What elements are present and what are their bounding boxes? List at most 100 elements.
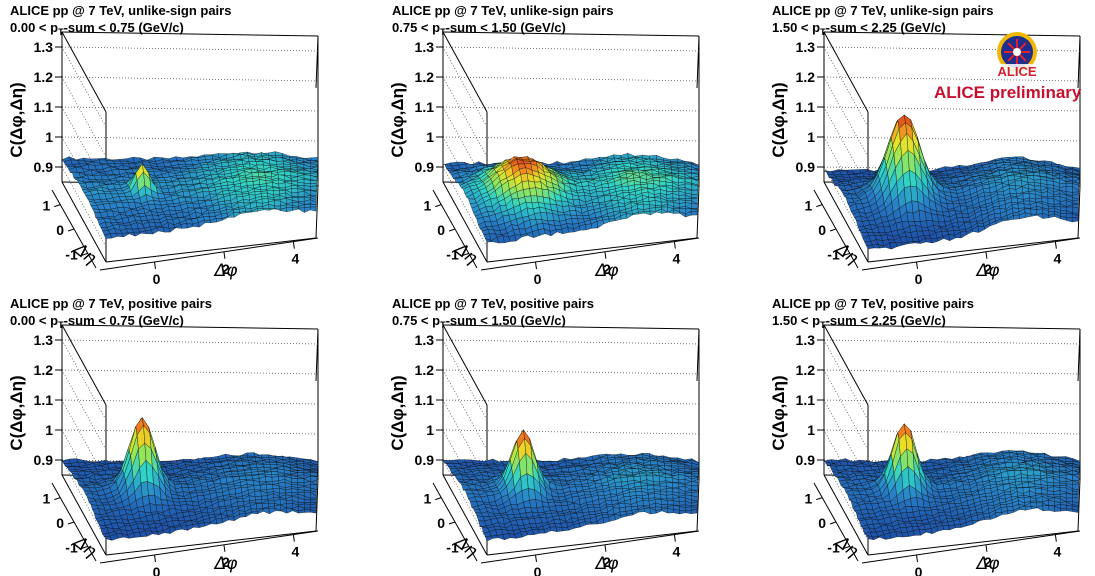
eta-tick-label: -1	[827, 539, 840, 555]
phi-axis-label: Δφ	[975, 554, 1001, 574]
phi-axis: 0 2 4 Δφ	[480, 237, 700, 287]
phi-tick-label: 0	[915, 271, 923, 287]
eta-tick-label: 1	[42, 198, 50, 214]
panel-subtitle: 0.75 < pT-sum < 1.50 (GeV/c)	[392, 313, 566, 330]
panel-title: ALICE pp @ 7 TeV, unlike-sign pairs	[10, 3, 231, 18]
z-tick-label: 1	[426, 422, 434, 438]
phi-tick-label: 2	[984, 261, 992, 277]
panel-title: ALICE pp @ 7 TeV, unlike-sign pairs	[772, 3, 993, 18]
eta-tick-label: 1	[423, 198, 431, 214]
z-tick-label: 0.9	[796, 159, 816, 175]
phi-tick-label: 0	[153, 271, 161, 287]
panel-2: ALICE pp @ 7 TeV, unlike-sign pairs 0.75…	[388, 3, 700, 287]
z-tick-label: 1	[807, 422, 815, 438]
phi-axis: 0 2 4 Δφ	[861, 237, 1081, 287]
phi-tick-label: 2	[222, 261, 230, 277]
z-axis-label: C(Δφ,Δη)	[388, 82, 407, 157]
z-tick-label: 1.2	[34, 362, 54, 378]
panel-6: ALICE pp @ 7 TeV, positive pairs 1.50 < …	[769, 296, 1081, 576]
surface-mesh	[442, 429, 700, 542]
z-axis: 0.9 1 1.1 1.2 1.3 C(Δφ,Δη)	[388, 32, 444, 182]
eta-tick-label: -1	[446, 246, 459, 262]
phi-axis: 0 2 4 Δφ	[99, 530, 319, 576]
phi-axis-label: Δφ	[975, 261, 1001, 281]
phi-tick-label: 4	[1053, 251, 1061, 267]
z-tick-label: 1.3	[415, 332, 435, 348]
z-tick-label: 1	[807, 129, 815, 145]
phi-axis-label: Δφ	[213, 554, 239, 574]
z-tick-label: 1.1	[34, 392, 54, 408]
phi-tick-label: 0	[915, 564, 923, 576]
eta-tick-label: -1	[446, 539, 459, 555]
eta-tick-label: 1	[42, 491, 50, 507]
phi-tick-label: 0	[534, 564, 542, 576]
panel-subtitle: 0.75 < pT-sum < 1.50 (GeV/c)	[392, 20, 566, 37]
panel-subtitle: 1.50 < pT-sum < 2.25 (GeV/c)	[772, 20, 946, 37]
z-axis: 0.9 1 1.1 1.2 1.3 C(Δφ,Δη)	[7, 325, 63, 475]
phi-tick-label: 2	[603, 554, 611, 570]
panel-3: ALICE pp @ 7 TeV, unlike-sign pairs 1.50…	[769, 3, 1081, 287]
z-tick-label: 1.3	[415, 39, 435, 55]
z-tick-label: 1.1	[796, 99, 816, 115]
phi-tick-label: 4	[672, 544, 680, 560]
phi-axis: 0 2 4 Δφ	[99, 237, 319, 287]
phi-axis-label: Δφ	[213, 261, 239, 281]
z-axis-label: C(Δφ,Δη)	[388, 375, 407, 450]
phi-axis: 0 2 4 Δφ	[480, 530, 700, 576]
z-tick-label: 1.1	[796, 392, 816, 408]
phi-tick-label: 4	[291, 544, 299, 560]
phi-tick-label: 0	[534, 271, 542, 287]
panel-title: ALICE pp @ 7 TeV, positive pairs	[772, 296, 974, 311]
preliminary-caption: ALICE preliminary	[934, 83, 1082, 102]
surface-mesh	[61, 417, 319, 541]
z-axis: 0.9 1 1.1 1.2 1.3 C(Δφ,Δη)	[7, 32, 63, 182]
panel-subtitle: 1.50 < pT-sum < 2.25 (GeV/c)	[772, 313, 946, 330]
z-tick-label: 1.3	[796, 39, 816, 55]
alice-logo-icon: ALICE	[995, 32, 1039, 79]
eta-tick-label: 0	[818, 222, 826, 238]
z-tick-label: 1.1	[34, 99, 54, 115]
panel-5: ALICE pp @ 7 TeV, positive pairs 0.75 < …	[388, 296, 700, 576]
panel-title: ALICE pp @ 7 TeV, positive pairs	[392, 296, 594, 311]
z-tick-label: 1.2	[34, 69, 54, 85]
logo-text: ALICE	[998, 64, 1037, 79]
eta-tick-label: 0	[437, 515, 445, 531]
z-tick-label: 1.2	[415, 69, 435, 85]
phi-tick-label: 4	[1053, 544, 1061, 560]
eta-tick-label: 1	[804, 491, 812, 507]
z-tick-label: 0.9	[415, 159, 435, 175]
phi-tick-label: 2	[984, 554, 992, 570]
phi-axis-label: Δφ	[594, 261, 620, 281]
z-tick-label: 1.2	[796, 362, 816, 378]
z-tick-label: 1	[45, 129, 53, 145]
z-axis-label: C(Δφ,Δη)	[7, 375, 26, 450]
z-axis: 0.9 1 1.1 1.2 1.3 C(Δφ,Δη)	[769, 325, 825, 475]
z-tick-label: 1.3	[34, 39, 54, 55]
surface-mesh	[823, 423, 1081, 541]
z-tick-label: 1.1	[415, 392, 435, 408]
eta-tick-label: 1	[423, 491, 431, 507]
panel-title: ALICE pp @ 7 TeV, unlike-sign pairs	[392, 3, 613, 18]
eta-tick-label: 0	[56, 222, 64, 238]
grid-lines	[823, 46, 1081, 248]
panel-subtitle: 0.00 < pT-sum < 0.75 (GeV/c)	[10, 20, 184, 37]
z-tick-label: 1.2	[415, 362, 435, 378]
phi-axis: 0 2 4 Δφ	[861, 530, 1081, 576]
panel-1: ALICE pp @ 7 TeV, unlike-sign pairs 0.00…	[7, 3, 319, 287]
phi-tick-label: 2	[603, 261, 611, 277]
phi-tick-label: 2	[222, 554, 230, 570]
phi-tick-label: 4	[672, 251, 680, 267]
surface-mesh	[823, 114, 1081, 250]
z-tick-label: 1.3	[796, 332, 816, 348]
eta-tick-label: 0	[437, 222, 445, 238]
z-tick-label: 0.9	[415, 452, 435, 468]
panel-title: ALICE pp @ 7 TeV, positive pairs	[10, 296, 212, 311]
eta-tick-label: 1	[804, 198, 812, 214]
z-tick-label: 1	[45, 422, 53, 438]
grid-lines	[442, 339, 700, 541]
eta-tick-label: 0	[818, 515, 826, 531]
